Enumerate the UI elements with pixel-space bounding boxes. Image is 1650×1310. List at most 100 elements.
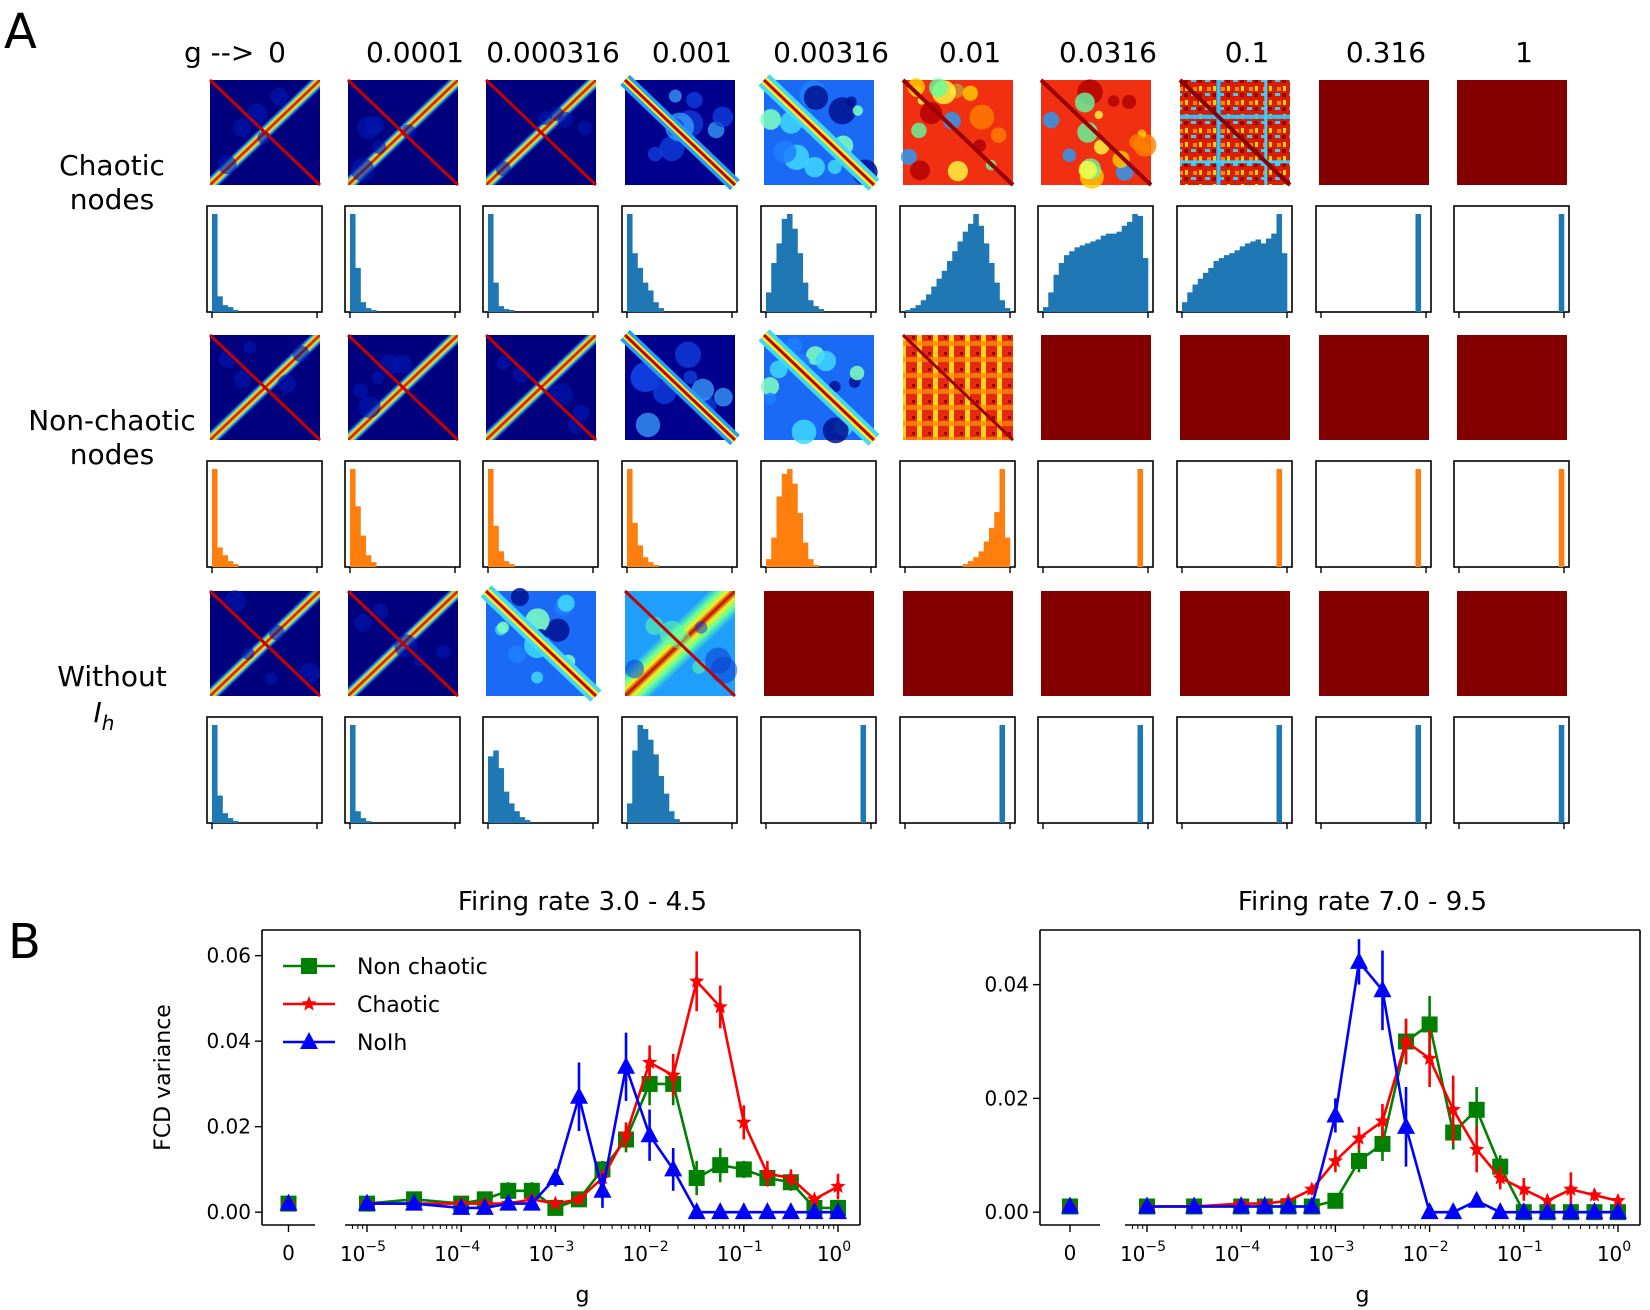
histogram-bar — [365, 821, 372, 823]
histogram — [621, 205, 738, 318]
histogram-bar — [1224, 255, 1230, 312]
legend: Non chaotic Chaotic NoIh — [283, 955, 488, 1056]
data-point — [781, 1202, 800, 1220]
x-tick-label: 100 — [1597, 1239, 1631, 1266]
y-tick-label: 0.04 — [984, 973, 1029, 997]
histogram-bar — [233, 564, 239, 567]
histogram-bar — [1095, 239, 1102, 312]
data-point — [1255, 1196, 1274, 1214]
chart-title: Firing rate 7.0 - 9.5 — [1238, 887, 1487, 917]
histogram — [899, 205, 1016, 318]
data-point — [1373, 980, 1392, 998]
fcd-matrix — [1319, 335, 1429, 440]
histogram-bar — [808, 559, 814, 567]
x-tick-label: 10−2 — [623, 1239, 669, 1266]
histogram-frame — [344, 205, 461, 313]
histogram-bar — [1106, 233, 1112, 312]
fcd-matrix — [758, 74, 880, 191]
histogram-bar — [1142, 258, 1149, 312]
data-point — [1561, 1202, 1580, 1220]
data-point — [617, 1056, 636, 1074]
histogram — [760, 460, 877, 573]
row-label: Non-chaotic — [28, 404, 196, 437]
histogram-bar — [1048, 292, 1054, 312]
y-tick-label: 0.02 — [984, 1086, 1029, 1110]
histogram-bar — [1415, 214, 1422, 312]
histogram-bar — [350, 725, 356, 823]
fcd-matrix — [346, 589, 460, 698]
histogram-bar — [642, 728, 649, 823]
data-point — [1397, 1116, 1416, 1134]
histogram-bar — [498, 306, 505, 312]
fcd-matrix — [1319, 591, 1429, 696]
histogram-bar — [212, 214, 218, 312]
histogram-bar — [1127, 221, 1133, 312]
data-point — [1585, 1202, 1604, 1220]
histogram-bar — [637, 545, 644, 567]
histogram-bar — [498, 768, 505, 823]
histogram-bar — [989, 527, 995, 567]
histogram-bar — [952, 251, 958, 312]
histogram-bar — [1234, 250, 1241, 312]
histogram — [1315, 716, 1432, 829]
fcd-matrix — [1041, 335, 1151, 440]
histogram-bar — [1415, 469, 1422, 567]
data-point — [1468, 1101, 1485, 1118]
g-value-label: 0.316 — [1346, 36, 1426, 69]
histogram-bar — [227, 561, 234, 567]
fcd-matrix — [903, 591, 1013, 696]
data-point — [1061, 1196, 1079, 1214]
data-point — [665, 1067, 681, 1082]
histogram — [482, 716, 599, 829]
x-tick-label: 10−3 — [1308, 1239, 1354, 1266]
x-tick-label: 100 — [817, 1239, 851, 1266]
histogram — [621, 716, 738, 829]
histogram-bar — [637, 267, 644, 312]
data-point — [499, 1193, 518, 1211]
y-tick-label: 0.06 — [206, 944, 251, 968]
histogram-bar — [1558, 725, 1565, 823]
histogram-bar — [648, 739, 654, 823]
data-point — [712, 999, 728, 1014]
histogram — [344, 205, 461, 318]
histogram — [344, 716, 461, 829]
fcd-matrix — [484, 78, 598, 187]
histogram-bar — [771, 537, 777, 567]
data-point — [806, 1191, 822, 1206]
histogram-bar — [365, 308, 372, 312]
histogram-bar — [973, 214, 979, 312]
histogram-bar — [1090, 241, 1096, 312]
g-axis-prefix: g --> — [184, 36, 254, 69]
histogram-bar — [808, 300, 814, 312]
histogram-bar — [787, 469, 793, 567]
data-point — [547, 1195, 563, 1211]
g-value-label: 0.1 — [1225, 36, 1270, 69]
histogram-bar — [1197, 278, 1204, 312]
fcd-matrix — [346, 333, 460, 442]
row-label: Ih — [94, 696, 115, 735]
data-point — [1326, 1105, 1345, 1123]
legend-label: NoIh — [357, 1031, 407, 1056]
histogram-bar — [1116, 231, 1123, 312]
x-tick-label: 10−4 — [434, 1239, 480, 1266]
histogram-bar — [1137, 469, 1144, 567]
histogram-bar — [802, 282, 809, 312]
histogram — [1037, 460, 1154, 573]
fcd-matrix — [484, 333, 598, 442]
histogram-bar — [488, 756, 494, 823]
histogram-bar — [1058, 263, 1065, 312]
histogram-frame — [1453, 460, 1570, 568]
histogram-bar — [999, 725, 1006, 823]
histogram-bar — [1203, 272, 1209, 312]
data-point — [1538, 1202, 1557, 1220]
data-point — [618, 1127, 634, 1142]
histogram-bar — [514, 811, 520, 823]
histogram-bar — [653, 565, 659, 567]
histogram-bar — [642, 557, 649, 567]
data-point — [1514, 1202, 1533, 1220]
histogram-bar — [973, 557, 979, 567]
data-point — [1351, 1130, 1367, 1145]
histogram-bar — [771, 263, 777, 312]
histogram — [1037, 716, 1154, 829]
